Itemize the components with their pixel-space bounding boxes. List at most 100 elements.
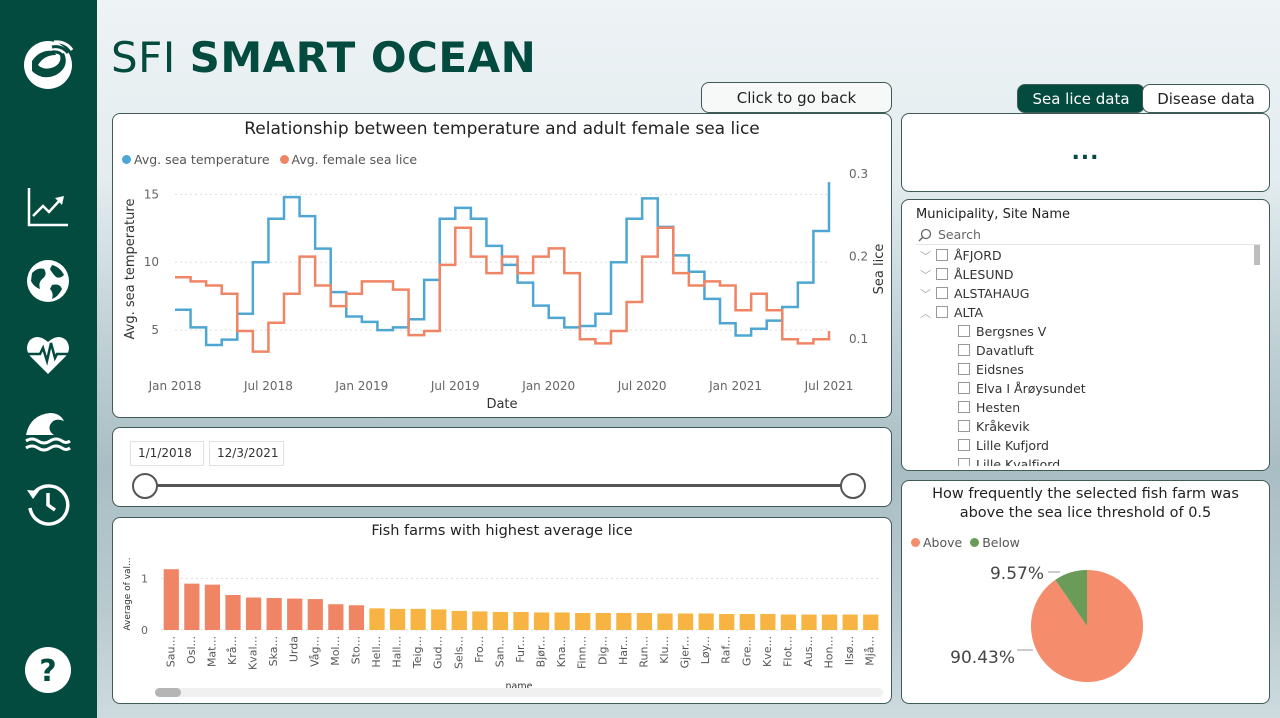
slicer-item[interactable]: Lille Kufjord — [902, 438, 1260, 457]
x-tick-label: Bjør... — [535, 636, 548, 667]
temperature-lice-chart-panel: Relationship between temperature and adu… — [112, 113, 892, 418]
x-tick-label: Aus... — [802, 636, 815, 667]
x-tick-label: Gud... — [432, 636, 445, 669]
chevron-down-icon[interactable]: ﹀ — [920, 250, 931, 263]
back-button[interactable]: Click to go back — [701, 82, 892, 113]
pie-value-label: 90.43% — [950, 648, 1015, 668]
slider-end-handle[interactable] — [840, 473, 866, 499]
chevron-down-icon[interactable]: ﹀ — [920, 288, 931, 301]
checkbox[interactable] — [958, 458, 970, 466]
chevron-up-icon[interactable]: ︿ — [920, 307, 931, 320]
checkbox[interactable] — [958, 363, 970, 375]
threshold-pie-panel: How frequently the selected fish farm wa… — [901, 480, 1270, 704]
x-tick-label: Raf... — [720, 636, 733, 664]
tab-disease-data[interactable]: Disease data — [1142, 84, 1270, 113]
start-date-input[interactable]: 1/1/2018 — [130, 441, 204, 466]
checkbox[interactable] — [958, 382, 970, 394]
y-tick-label: 5 — [151, 323, 159, 337]
slicer-scrollbar[interactable] — [1254, 245, 1260, 265]
scrollbar-thumb[interactable] — [155, 688, 181, 697]
checkbox[interactable] — [936, 306, 948, 318]
checkbox[interactable] — [936, 249, 948, 261]
horizontal-scrollbar[interactable] — [155, 688, 883, 697]
slicer-item-label: Kråkevik — [976, 419, 1030, 434]
x-tick-label: Klu... — [658, 636, 671, 664]
chart-title: Relationship between temperature and adu… — [244, 119, 760, 139]
chart-legend: Avg. sea temperature Avg. female sea lic… — [122, 152, 417, 167]
slicer-search[interactable]: Search — [916, 226, 1262, 245]
checkbox[interactable] — [936, 287, 948, 299]
slicer-item[interactable]: Elva I Årøysundet — [902, 381, 1260, 400]
x-tick-label: Krå... — [226, 636, 239, 665]
slicer-item[interactable]: ﹀ ÅLESUND — [902, 267, 1260, 286]
x-tick-label: Sels... — [452, 636, 465, 669]
bar-chart[interactable]: 0 1 Average of val... name Sau... Osl... Mat..… — [113, 518, 891, 703]
lice-series-line — [175, 226, 831, 353]
x-tick-label: Mat... — [205, 636, 218, 667]
checkbox[interactable] — [936, 268, 948, 280]
history-icon[interactable] — [24, 480, 72, 528]
checkbox[interactable] — [958, 325, 970, 337]
help-icon[interactable]: ? — [24, 646, 72, 694]
line-chart[interactable]: 5 10 15 0.1 0.2 0.3 Jan 2018 Jul 2018 Jan 2019 Ju… — [113, 114, 891, 417]
slider-track[interactable] — [145, 484, 853, 487]
pie-chart[interactable]: 9.57% 90.43% — [902, 481, 1269, 703]
checkbox[interactable] — [958, 344, 970, 356]
bar — [636, 612, 653, 630]
slicer-item-label: Lille Kvalfjord — [976, 457, 1061, 466]
chevron-down-icon[interactable]: ﹀ — [920, 269, 931, 282]
bar — [389, 608, 406, 630]
legend-temperature[interactable]: Avg. sea temperature — [122, 152, 270, 167]
tab-sea-lice-data[interactable]: Sea lice data — [1017, 84, 1145, 113]
wave-icon[interactable] — [24, 405, 72, 453]
pie-title: How frequently the selected fish farm wa… — [902, 485, 1269, 523]
x-tick-label: Hell... — [370, 636, 383, 668]
x-tick-label: Jan 2018 — [148, 379, 202, 393]
bar — [513, 611, 529, 630]
legend-above[interactable]: Above — [911, 535, 962, 550]
slicer-item-label: ALSTAHAUG — [954, 286, 1030, 301]
end-date-input[interactable]: 12/3/2021 — [209, 441, 284, 466]
x-tick-label: Jan 2021 — [708, 379, 762, 393]
checkbox[interactable] — [958, 420, 970, 432]
bar — [575, 612, 591, 630]
bar — [348, 605, 365, 630]
checkbox[interactable] — [958, 439, 970, 451]
bar — [719, 614, 735, 630]
heart-pulse-icon[interactable] — [24, 330, 72, 378]
brand-logo-icon[interactable] — [22, 37, 74, 89]
slicer-item[interactable]: Kråkevik — [902, 419, 1260, 438]
bar — [554, 612, 570, 630]
pie-title-line2: above the sea lice threshold of 0.5 — [959, 505, 1212, 521]
y2-tick-label: 0.2 — [849, 250, 868, 264]
x-tick-label: Har... — [617, 636, 630, 665]
slicer-item-label: Lille Kufjord — [976, 438, 1049, 453]
more-options-icon[interactable]: ... — [1071, 140, 1100, 165]
x-tick-label: Fur... — [514, 636, 527, 663]
slicer-item[interactable]: Bergsnes V — [902, 324, 1260, 343]
checkbox[interactable] — [958, 401, 970, 413]
slicer-item[interactable]: Eidsnes — [902, 362, 1260, 381]
slicer-item[interactable]: Lille Kvalfjord — [902, 457, 1260, 466]
globe-icon[interactable] — [24, 257, 72, 305]
x-tick-label: Mjå... — [864, 636, 877, 666]
slicer-item[interactable]: ﹀ ÅFJORD — [902, 248, 1260, 267]
slicer-item[interactable]: Hesten — [902, 400, 1260, 419]
brand-name: SMART OCEAN — [189, 33, 537, 82]
line-chart-icon[interactable] — [24, 183, 72, 231]
pie-slice-below[interactable] — [1055, 570, 1087, 626]
x-tick-label: Ska... — [267, 636, 280, 666]
slider-start-handle[interactable] — [132, 473, 158, 499]
slicer-item[interactable]: Davatluft — [902, 343, 1260, 362]
slicer-item-label: ÅFJORD — [954, 248, 1002, 263]
legend-lice[interactable]: Avg. female sea lice — [279, 152, 417, 167]
slicer-item[interactable]: ﹀ ALSTAHAUG — [902, 286, 1260, 305]
y2-tick-label: 0.1 — [849, 332, 868, 346]
slicer-item-label: Eidsnes — [976, 362, 1024, 377]
x-axis-title: Date — [486, 397, 517, 412]
legend-below[interactable]: Below — [970, 535, 1020, 550]
bar — [492, 611, 509, 630]
brand-prefix: SFI — [111, 33, 176, 82]
bar — [595, 612, 611, 630]
slicer-item[interactable]: ︿ ALTA — [902, 305, 1260, 324]
